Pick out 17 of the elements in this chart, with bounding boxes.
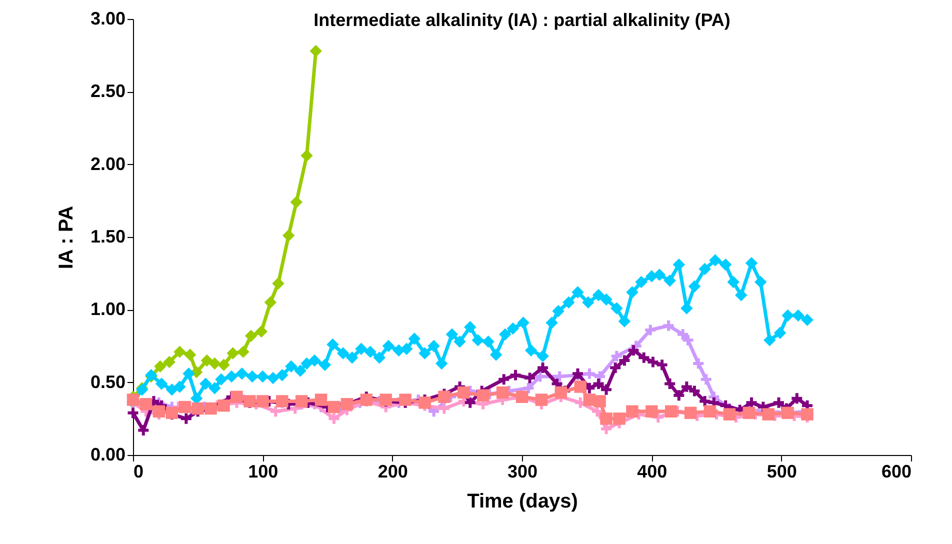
x-tick-label: 600 xyxy=(881,462,912,482)
chart-title: Intermediate alkalinity (IA) : partial alkalinity (PA) xyxy=(314,10,730,30)
x-tick-label: 100 xyxy=(248,462,278,482)
y-tick-label: 1.50 xyxy=(90,226,126,246)
y-axis-title: IA : PA xyxy=(55,206,78,270)
y-tick-label: 0.00 xyxy=(90,444,126,464)
x-tick-label: 0 xyxy=(134,462,144,482)
y-tick-label: 2.50 xyxy=(90,81,126,102)
y-tick-label: 0.50 xyxy=(90,372,126,392)
x-tick-label: 200 xyxy=(378,462,408,482)
x-tick-label: 400 xyxy=(637,462,668,482)
x-tick-label: 500 xyxy=(766,462,797,482)
y-tick-label: 3.00 xyxy=(90,8,126,28)
x-axis-title: Time (days) xyxy=(467,490,578,512)
x-tick-label: 300 xyxy=(507,462,538,482)
y-tick-label: 1.00 xyxy=(90,299,126,320)
y-tick-label: 2.00 xyxy=(90,154,126,174)
